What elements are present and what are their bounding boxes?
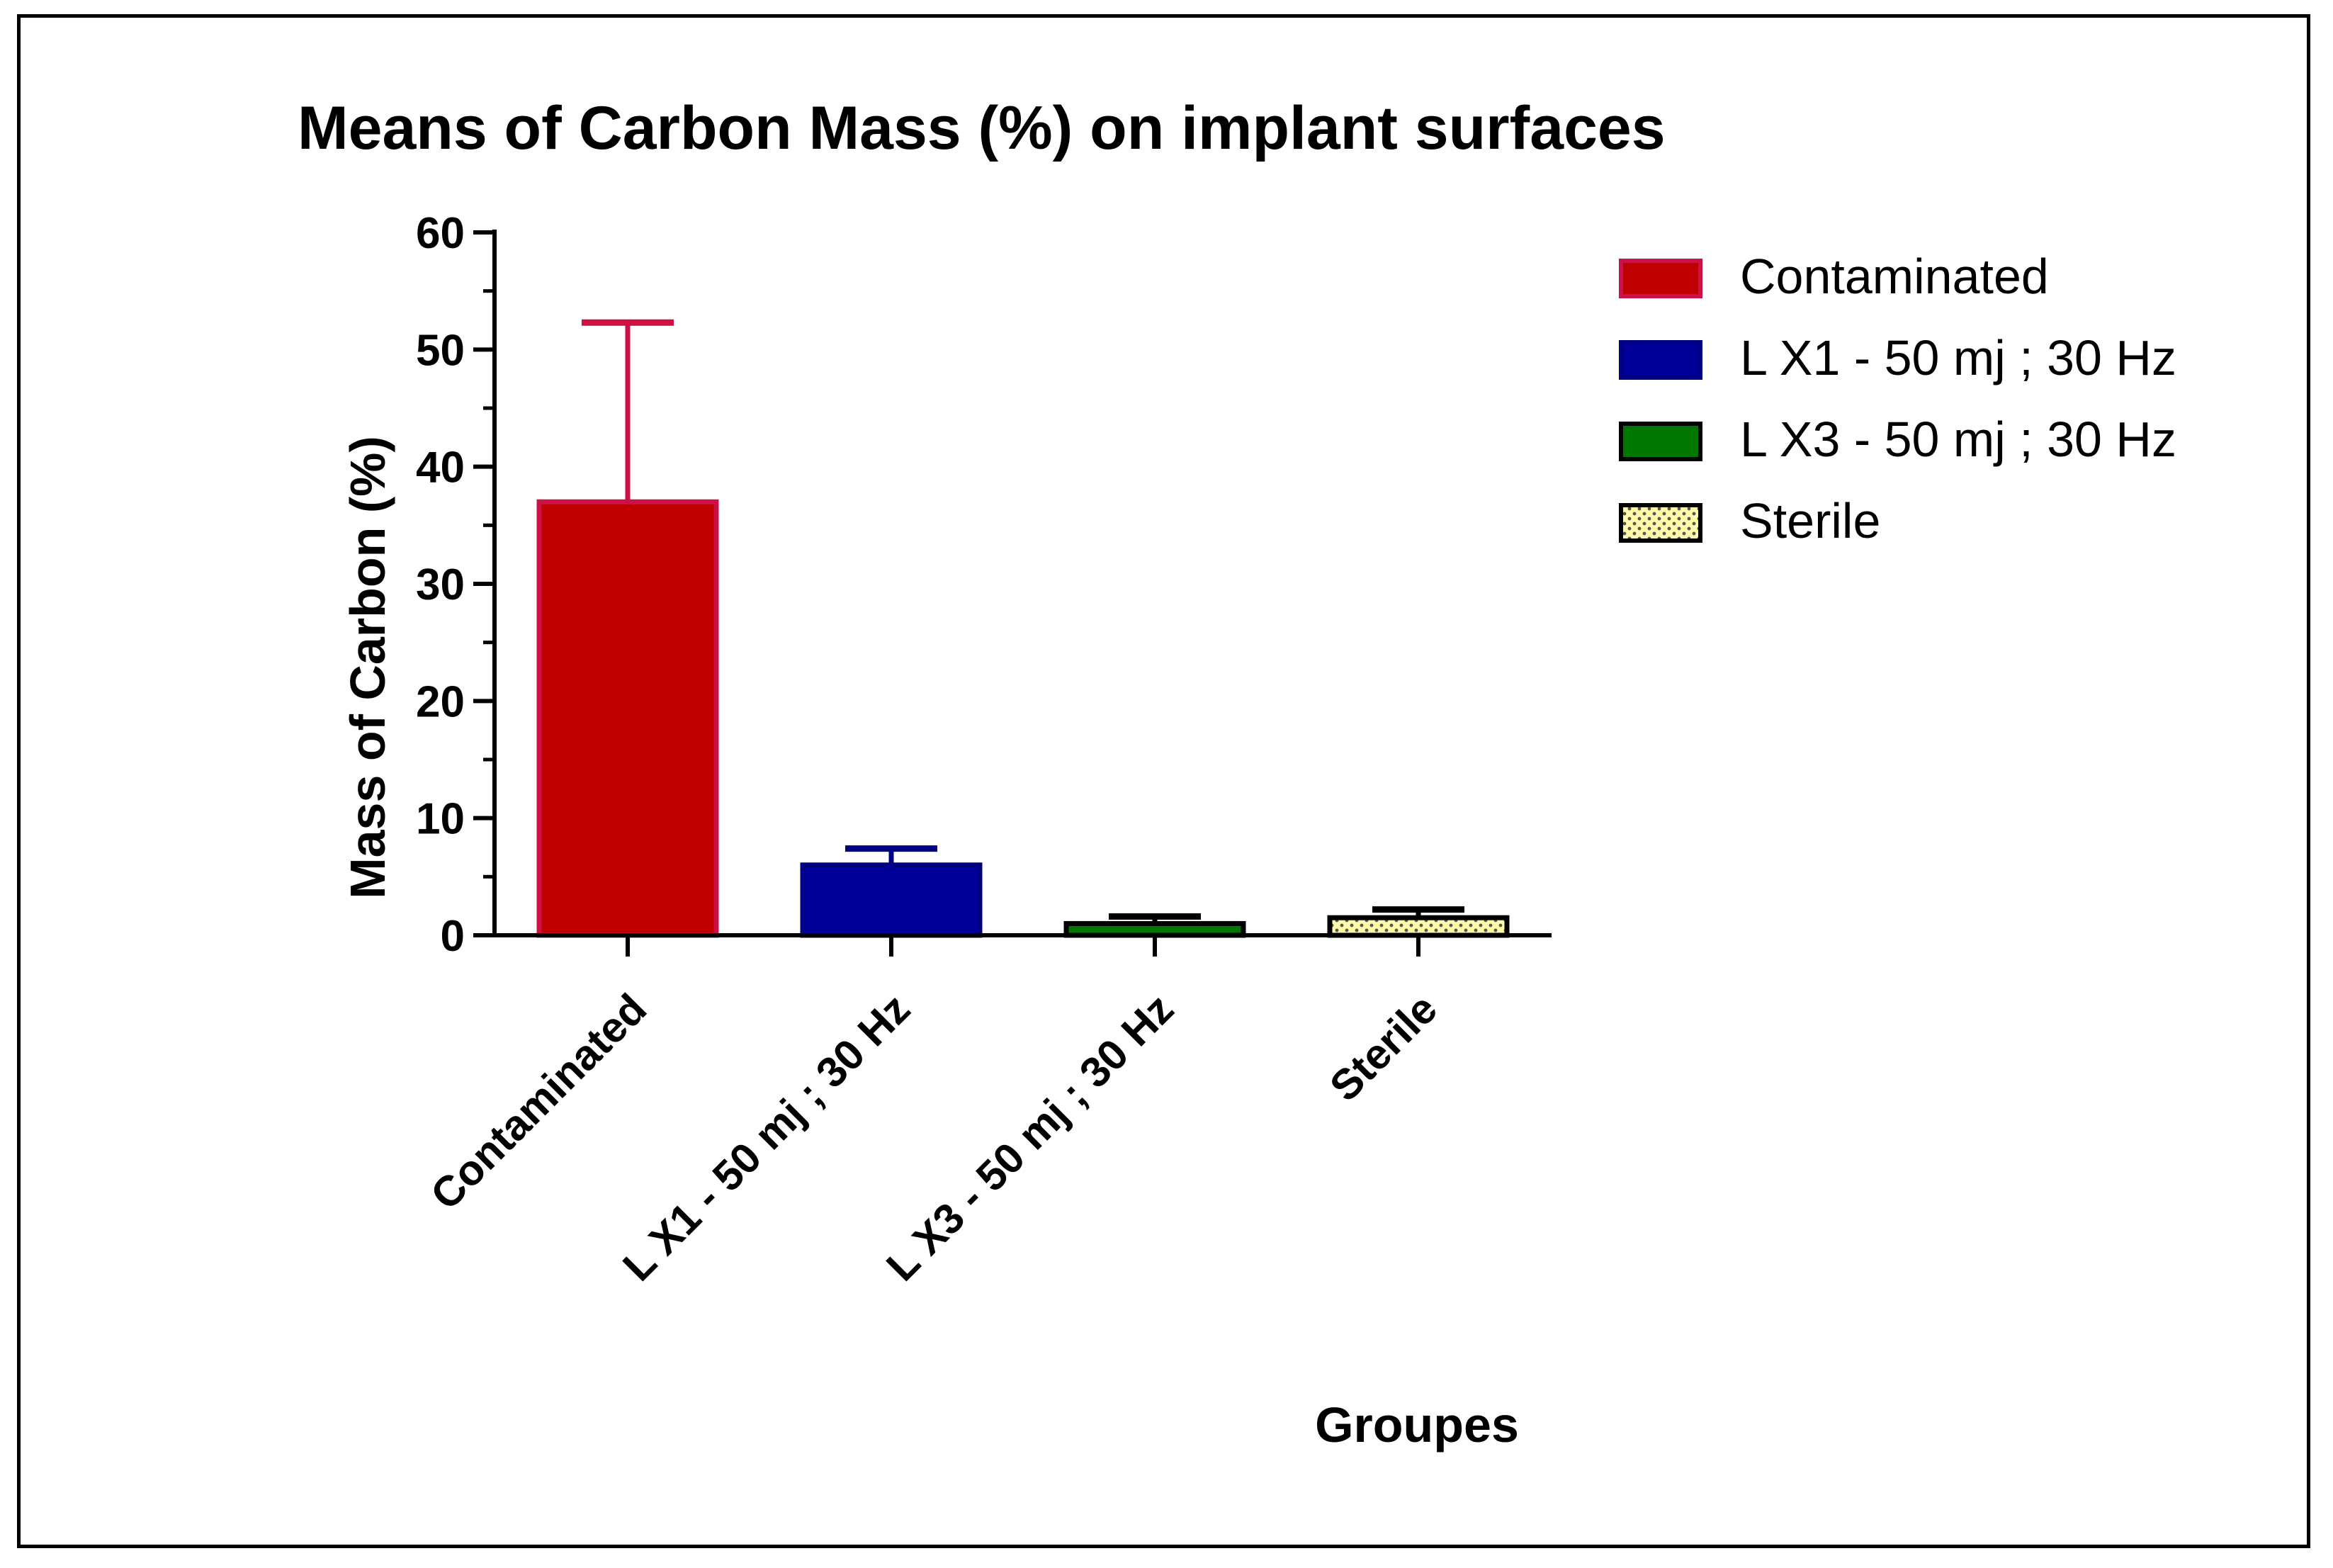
- legend-label-3: Sterile: [1740, 493, 1880, 548]
- bar-1: [800, 862, 983, 938]
- legend-label-1: L X1 - 50 mj ; 30 Hz: [1740, 330, 2176, 385]
- chart-title: Means of Carbon Mass (%) on implant surf…: [298, 94, 1666, 162]
- y-tick-label-1: 10: [416, 795, 465, 844]
- x-axis-title: Groupes: [1315, 1397, 1519, 1453]
- legend-swatch-3: [1619, 503, 1702, 543]
- legend-label-2: L X3 - 50 mj ; 30 Hz: [1740, 412, 2176, 467]
- x-category-label-3: Sterile: [1321, 985, 1446, 1110]
- y-tick-label-2: 20: [416, 677, 465, 726]
- x-category-label-1: L X1 - 50 mj ; 30 Hz: [614, 985, 919, 1290]
- y-tick-label-3: 30: [416, 560, 465, 609]
- y-tick-label-5: 50: [416, 326, 465, 375]
- y-tick-label-0: 0: [441, 912, 465, 961]
- y-tick-label-4: 40: [416, 444, 465, 492]
- chart-frame: [17, 14, 2310, 1548]
- x-category-label-0: Contaminated: [422, 985, 655, 1219]
- legend-swatch-2: [1619, 422, 1702, 461]
- x-category-label-2: L X3 - 50 mj ; 30 Hz: [877, 985, 1182, 1290]
- legend: Contaminated L X1 - 50 mj ; 30 Hz L X3 - 5…: [1619, 249, 2176, 548]
- bar-3: [1327, 915, 1510, 938]
- legend-swatch-1: [1619, 340, 1702, 380]
- y-axis-title: Mass of Carbon (%): [340, 436, 395, 898]
- bar-0: [536, 499, 719, 938]
- legend-swatch-0: [1619, 259, 1702, 298]
- legend-label-0: Contaminated: [1740, 249, 2049, 304]
- y-tick-label-6: 60: [416, 209, 465, 258]
